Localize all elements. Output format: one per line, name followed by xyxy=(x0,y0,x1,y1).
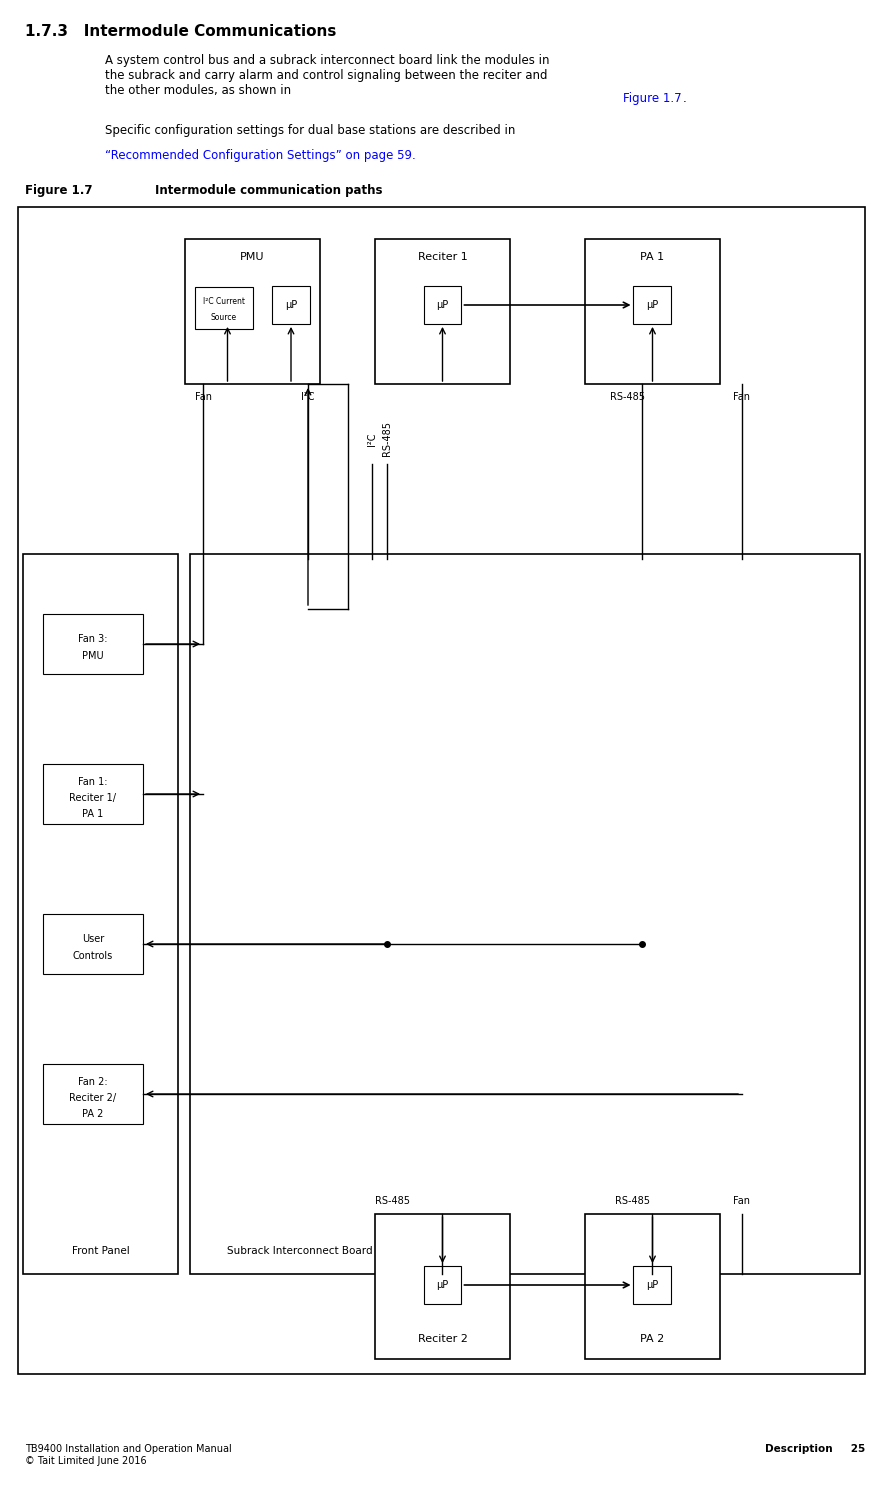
Text: Fan: Fan xyxy=(733,1196,750,1206)
Text: RS-485: RS-485 xyxy=(610,392,644,402)
Text: PA 1: PA 1 xyxy=(82,809,104,819)
Text: Reciter 2/: Reciter 2/ xyxy=(69,1093,116,1103)
Text: I²C: I²C xyxy=(301,392,315,402)
Text: Figure 1.7: Figure 1.7 xyxy=(622,92,680,106)
FancyBboxPatch shape xyxy=(423,1266,461,1304)
Text: RS-485: RS-485 xyxy=(375,1196,409,1206)
Text: μP: μP xyxy=(436,299,448,310)
Text: Figure 1.7: Figure 1.7 xyxy=(25,185,92,197)
Text: I²C: I²C xyxy=(367,432,377,445)
Text: PA 2: PA 2 xyxy=(82,1109,104,1120)
Text: Reciter 1: Reciter 1 xyxy=(417,252,467,262)
Text: TB9400 Installation and Operation Manual
© Tait Limited June 2016: TB9400 Installation and Operation Manual… xyxy=(25,1444,231,1465)
FancyBboxPatch shape xyxy=(43,1065,143,1124)
FancyBboxPatch shape xyxy=(23,554,178,1275)
Text: PA 1: PA 1 xyxy=(640,252,664,262)
FancyBboxPatch shape xyxy=(195,287,253,329)
FancyBboxPatch shape xyxy=(43,764,143,823)
Text: Fan 3:: Fan 3: xyxy=(78,634,107,645)
Text: Source: Source xyxy=(211,314,237,323)
FancyBboxPatch shape xyxy=(43,613,143,675)
FancyBboxPatch shape xyxy=(375,240,509,384)
Text: Fan 2:: Fan 2: xyxy=(78,1077,108,1087)
Text: User: User xyxy=(82,934,104,944)
Text: Intermodule communication paths: Intermodule communication paths xyxy=(155,185,382,197)
Text: PMU: PMU xyxy=(82,651,104,661)
FancyBboxPatch shape xyxy=(272,286,309,325)
FancyBboxPatch shape xyxy=(633,1266,671,1304)
Text: 1.7.3   Intermodule Communications: 1.7.3 Intermodule Communications xyxy=(25,24,336,39)
Text: Fan: Fan xyxy=(194,392,211,402)
Text: RS-485: RS-485 xyxy=(614,1196,649,1206)
FancyBboxPatch shape xyxy=(633,286,671,325)
FancyBboxPatch shape xyxy=(190,554,859,1275)
FancyBboxPatch shape xyxy=(585,1214,719,1359)
Text: Reciter 1/: Reciter 1/ xyxy=(69,794,116,803)
Text: μP: μP xyxy=(284,299,297,310)
Text: μP: μP xyxy=(646,1281,658,1289)
Text: Specific configuration settings for dual base stations are described in: Specific configuration settings for dual… xyxy=(105,124,515,137)
FancyBboxPatch shape xyxy=(375,1214,509,1359)
Text: Fan 1:: Fan 1: xyxy=(78,777,107,788)
FancyBboxPatch shape xyxy=(185,240,320,384)
Text: Description     25: Description 25 xyxy=(764,1444,864,1453)
Text: “Recommended Configuration Settings” on page 59.: “Recommended Configuration Settings” on … xyxy=(105,149,416,162)
Text: .: . xyxy=(682,92,686,106)
Text: Reciter 2: Reciter 2 xyxy=(417,1334,467,1345)
Text: PMU: PMU xyxy=(240,252,264,262)
Text: RS-485: RS-485 xyxy=(382,421,392,457)
Text: μP: μP xyxy=(646,299,658,310)
Text: I²C Current: I²C Current xyxy=(203,298,245,307)
Text: Fan: Fan xyxy=(733,392,750,402)
FancyBboxPatch shape xyxy=(585,240,719,384)
FancyBboxPatch shape xyxy=(423,286,461,325)
Text: Controls: Controls xyxy=(73,951,113,960)
FancyBboxPatch shape xyxy=(43,914,143,974)
Text: μP: μP xyxy=(436,1281,448,1289)
Text: Front Panel: Front Panel xyxy=(72,1246,129,1257)
Text: PA 2: PA 2 xyxy=(640,1334,664,1345)
FancyBboxPatch shape xyxy=(18,207,864,1374)
Text: A system control bus and a subrack interconnect board link the modules in
the su: A system control bus and a subrack inter… xyxy=(105,54,549,97)
Text: Subrack Interconnect Board: Subrack Interconnect Board xyxy=(227,1246,372,1257)
